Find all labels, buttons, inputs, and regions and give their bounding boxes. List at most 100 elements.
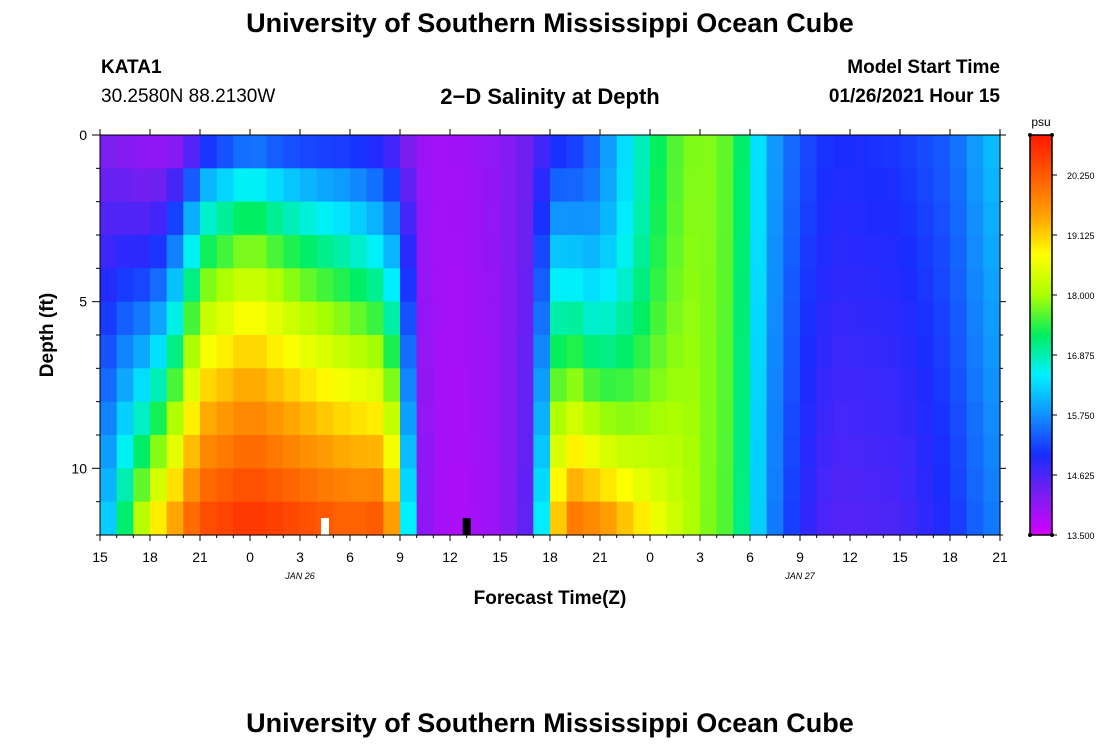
heatmap-cell: [350, 268, 368, 303]
heatmap-cell: [433, 235, 451, 269]
heatmap-cell: [450, 435, 468, 469]
colorbar-tick-label: 20.250: [1067, 171, 1095, 181]
heatmap-cell: [216, 501, 234, 536]
heatmap-cell: [516, 168, 534, 203]
heatmap-cell: [516, 468, 534, 503]
heatmap-cell: [316, 168, 334, 203]
heatmap-cell: [100, 335, 118, 369]
heatmap-cell: [683, 135, 701, 169]
heatmap-cell: [683, 435, 701, 469]
heatmap-cell: [400, 335, 418, 369]
heatmap-cell: [683, 468, 701, 503]
heatmap-cell: [383, 501, 401, 536]
heatmap-cell: [483, 268, 501, 303]
heatmap-cell: [650, 168, 668, 203]
heatmap-cell: [383, 368, 401, 403]
heatmap-cell: [650, 468, 668, 503]
heatmap-cell: [250, 301, 268, 336]
heatmap-cell: [783, 435, 801, 469]
x-tick-label: 9: [796, 549, 804, 565]
heatmap-cell: [100, 168, 118, 203]
heatmap-cell: [616, 268, 634, 303]
heatmap-cell: [683, 235, 701, 269]
heatmap-cell: [750, 201, 768, 236]
heatmap-cell: [566, 168, 584, 203]
heatmap-cell: [733, 301, 751, 336]
colorbar-tick-label: 19.125: [1067, 231, 1095, 241]
heatmap-cell: [983, 235, 1001, 269]
heatmap-cell: [266, 301, 284, 336]
heatmap-cell: [750, 135, 768, 169]
heatmap-cell: [700, 168, 718, 203]
heatmap-cell: [183, 268, 201, 303]
x-tick-label: 15: [92, 549, 108, 565]
heatmap-cell: [333, 168, 351, 203]
heatmap-cell: [233, 168, 251, 203]
heatmap-cell: [300, 201, 318, 236]
heatmap-cell: [366, 335, 384, 369]
heatmap-cell: [533, 335, 551, 369]
heatmap-cell: [633, 435, 651, 469]
heatmap-cell: [416, 501, 434, 536]
page-title: University of Southern Mississippi Ocean…: [246, 8, 854, 38]
heatmap-cell: [233, 468, 251, 503]
heatmap-cell: [516, 335, 534, 369]
heatmap-cell: [483, 435, 501, 469]
heatmap-cell: [133, 368, 151, 403]
heatmap-cell: [250, 435, 268, 469]
heatmap-cell: [550, 435, 568, 469]
heatmap-cell: [500, 435, 518, 469]
colorbar-tick-label: 15.750: [1067, 411, 1095, 421]
heatmap-cell: [233, 201, 251, 236]
heatmap-cell: [733, 235, 751, 269]
time-markers: [321, 518, 471, 535]
heatmap-cell: [133, 135, 151, 169]
heatmap-cell: [233, 135, 251, 169]
heatmap-cell: [716, 435, 734, 469]
heatmap-cell: [450, 268, 468, 303]
heatmap-cell: [616, 201, 634, 236]
heatmap-cell: [183, 335, 201, 369]
heatmap-cell: [150, 435, 168, 469]
heatmap-cell: [400, 501, 418, 536]
heatmap-cell: [583, 301, 601, 336]
heatmap-cell: [683, 201, 701, 236]
heatmap-cell: [200, 268, 218, 303]
heatmap-cell: [633, 301, 651, 336]
colorbar-tick-label: 18.000: [1067, 291, 1095, 301]
heatmap-cell: [633, 401, 651, 436]
heatmap-cell: [450, 201, 468, 236]
heatmap-cell: [183, 368, 201, 403]
heatmap-cell: [533, 501, 551, 536]
heatmap-cell: [516, 201, 534, 236]
heatmap-cell: [283, 168, 301, 203]
heatmap-cell: [633, 235, 651, 269]
heatmap-cell: [433, 335, 451, 369]
heatmap-cell: [433, 135, 451, 169]
heatmap-cell: [116, 268, 134, 303]
heatmap-cell: [650, 268, 668, 303]
heatmap-cell: [900, 335, 918, 369]
heatmap-cell: [183, 468, 201, 503]
heatmap-cell: [450, 468, 468, 503]
y-tick-label: 10: [71, 460, 87, 476]
heatmap-cell: [416, 335, 434, 369]
heatmap-cell: [850, 468, 868, 503]
heatmap-cell: [966, 268, 984, 303]
heatmap-cell: [500, 301, 518, 336]
heatmap-cell: [966, 168, 984, 203]
heatmap-cell: [116, 435, 134, 469]
heatmap-cell: [750, 168, 768, 203]
x-tick-label: 0: [246, 549, 254, 565]
heatmap-cell: [833, 201, 851, 236]
heatmap-cell: [866, 235, 884, 269]
heatmap-cell: [733, 335, 751, 369]
x-tick-label: 9: [396, 549, 404, 565]
heatmap-cell: [933, 435, 951, 469]
heatmap-cell: [833, 335, 851, 369]
heatmap-cell: [133, 401, 151, 436]
heatmap-cell: [883, 401, 901, 436]
heatmap-cell: [150, 268, 168, 303]
heatmap-cell: [966, 235, 984, 269]
